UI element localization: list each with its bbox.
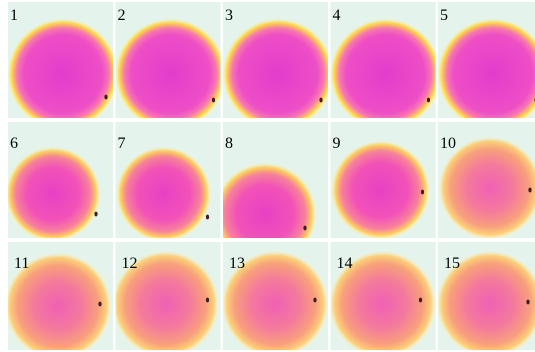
panel xyxy=(116,122,221,242)
dark-speck xyxy=(421,190,424,195)
blob xyxy=(5,146,101,242)
blob xyxy=(7,18,119,130)
dark-speck xyxy=(212,98,215,103)
panel-label: 14 xyxy=(337,255,353,272)
panel-label: 11 xyxy=(14,255,29,272)
panel-label: 2 xyxy=(118,7,126,24)
panel-label: 10 xyxy=(440,135,456,152)
panel-label: 5 xyxy=(440,7,448,24)
dark-speck xyxy=(98,302,101,307)
dark-speck xyxy=(319,98,322,103)
dark-speck xyxy=(528,188,531,193)
panel xyxy=(330,2,442,130)
blob xyxy=(222,18,334,130)
panel xyxy=(5,122,113,242)
panel-label: 9 xyxy=(333,135,341,152)
panel-label: 8 xyxy=(225,135,233,152)
blob xyxy=(331,140,431,240)
figure-grid: 123456789101112131415 xyxy=(0,0,535,352)
page: 123456789101112131415 (() => { const dat… xyxy=(0,0,535,352)
panel-label: 1 xyxy=(10,7,18,24)
dark-speck xyxy=(206,215,209,220)
panel-label: 7 xyxy=(118,135,126,152)
panel-label: 3 xyxy=(225,7,233,24)
dark-speck xyxy=(94,212,97,217)
blob xyxy=(116,146,212,242)
dark-speck xyxy=(419,298,422,303)
panel xyxy=(331,122,436,240)
dark-speck xyxy=(104,95,107,100)
panel xyxy=(437,2,535,130)
dark-speck xyxy=(303,226,306,231)
dark-speck xyxy=(526,300,529,305)
panel xyxy=(115,2,227,130)
dark-speck xyxy=(427,98,430,103)
blob xyxy=(330,18,442,130)
panel-label: 12 xyxy=(122,255,138,272)
panel-label: 4 xyxy=(333,7,341,24)
dark-speck xyxy=(206,298,209,303)
panel-label: 13 xyxy=(229,255,245,272)
panel-label: 6 xyxy=(10,135,18,152)
blob xyxy=(115,18,227,130)
panel-label: 15 xyxy=(444,255,460,272)
panel xyxy=(7,2,119,130)
dark-speck xyxy=(313,298,316,303)
panel xyxy=(222,2,334,130)
